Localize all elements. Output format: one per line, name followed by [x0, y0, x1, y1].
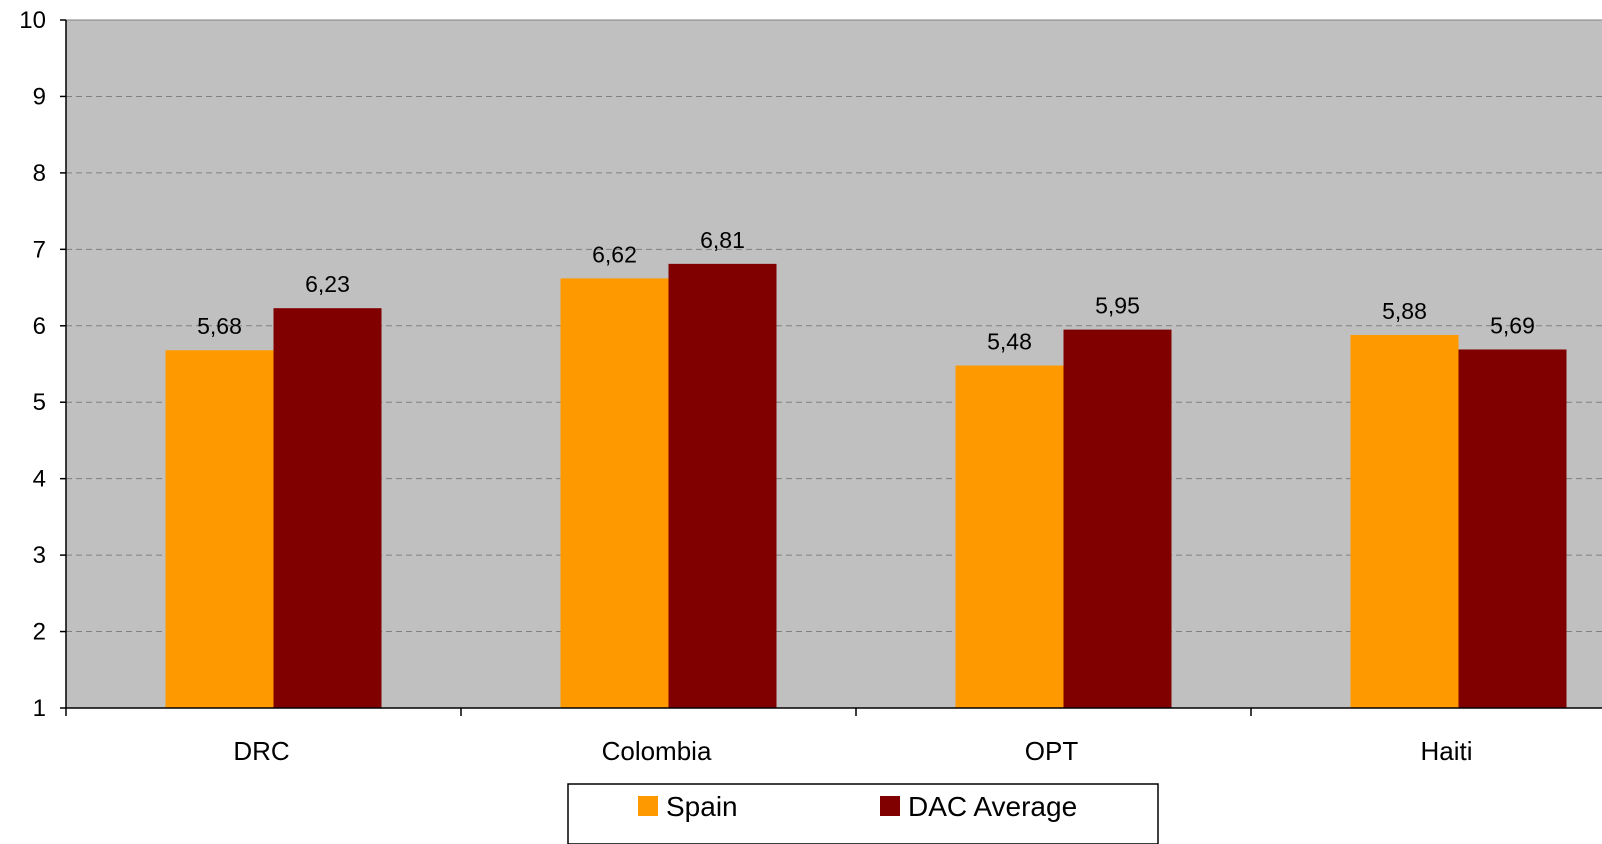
- legend-swatch: [638, 796, 658, 816]
- legend: Spain DAC Average: [567, 783, 1159, 844]
- y-tick-label: 5: [33, 389, 46, 416]
- x-tick-label: Haiti: [1420, 736, 1472, 766]
- data-label: 5,88: [1382, 298, 1427, 324]
- y-tick-label: 9: [33, 83, 46, 110]
- y-axis-ticks: 1 2 3 4 5 6 7 8 9 10: [19, 7, 66, 722]
- y-tick-label: 10: [19, 7, 46, 34]
- legend-box: [567, 783, 1159, 844]
- data-label: 5,69: [1490, 312, 1535, 338]
- data-label: 6,62: [592, 241, 637, 267]
- legend-swatch: [880, 796, 900, 816]
- data-label: 6,81: [700, 227, 745, 253]
- data-label: 5,48: [987, 329, 1032, 355]
- legend-label: DAC Average: [908, 791, 1077, 822]
- y-tick-label: 1: [33, 695, 46, 722]
- axes: [65, 20, 1602, 709]
- data-label: 5,68: [197, 313, 242, 339]
- y-tick-label: 7: [33, 236, 46, 263]
- bar-spain-haiti: [1350, 334, 1459, 708]
- data-label: 5,95: [1095, 293, 1140, 319]
- x-tick-label: DRC: [233, 736, 289, 766]
- y-tick-label: 4: [33, 466, 46, 493]
- bar-dac-average-haiti: [1458, 349, 1567, 708]
- bar-spain-opt: [955, 365, 1064, 708]
- bar-spain-drc: [165, 350, 274, 708]
- data-labels: 5,68 6,23 6,62 6,81 5,48 5,95 5,88 5,69: [197, 227, 1535, 355]
- bar-dac-average-colombia: [668, 263, 777, 708]
- bar-dac-average-drc: [273, 308, 382, 708]
- legend-label: Spain: [666, 791, 738, 822]
- y-tick-label: 2: [33, 619, 46, 646]
- x-tick-label: OPT: [1025, 736, 1079, 766]
- bars: [165, 263, 1567, 708]
- x-axis-ticks: DRC Colombia OPT Haiti: [65, 708, 1473, 766]
- y-tick-label: 6: [33, 313, 46, 340]
- data-label: 6,23: [305, 271, 350, 297]
- x-tick-label: Colombia: [602, 736, 712, 766]
- y-tick-label: 8: [33, 160, 46, 187]
- bar-spain-colombia: [560, 278, 669, 708]
- y-tick-label: 3: [33, 542, 46, 569]
- bar-dac-average-opt: [1063, 329, 1172, 708]
